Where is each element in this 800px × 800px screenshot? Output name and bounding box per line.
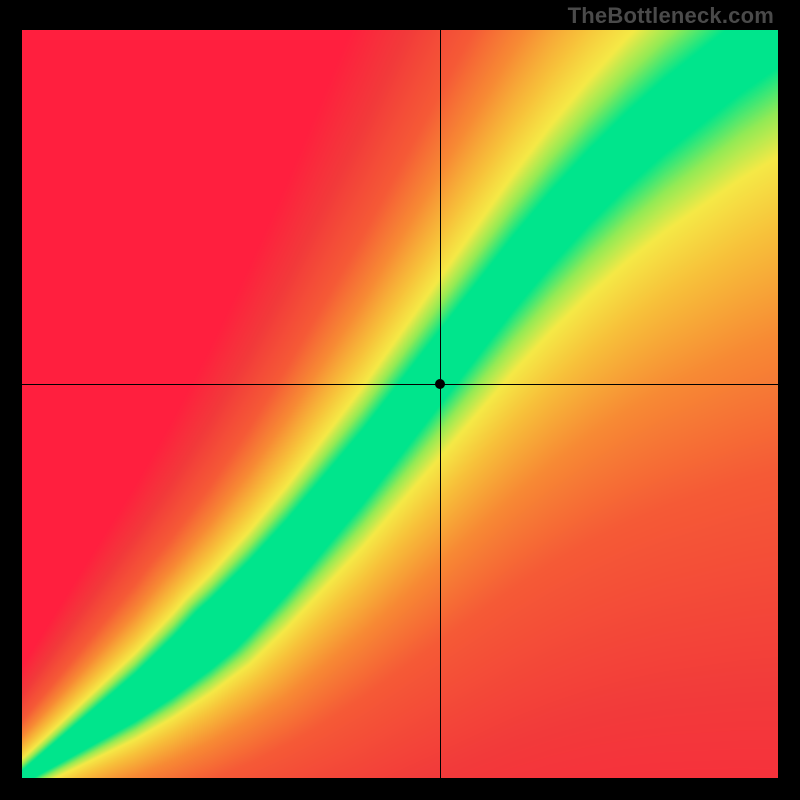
watermark-text: TheBottleneck.com — [568, 3, 774, 29]
chart-frame: TheBottleneck.com — [0, 0, 800, 800]
crosshair-vertical — [440, 30, 441, 778]
heatmap-canvas — [22, 30, 778, 778]
heatmap-plot-area — [22, 30, 778, 778]
data-point-marker — [435, 379, 445, 389]
crosshair-horizontal — [22, 384, 778, 385]
